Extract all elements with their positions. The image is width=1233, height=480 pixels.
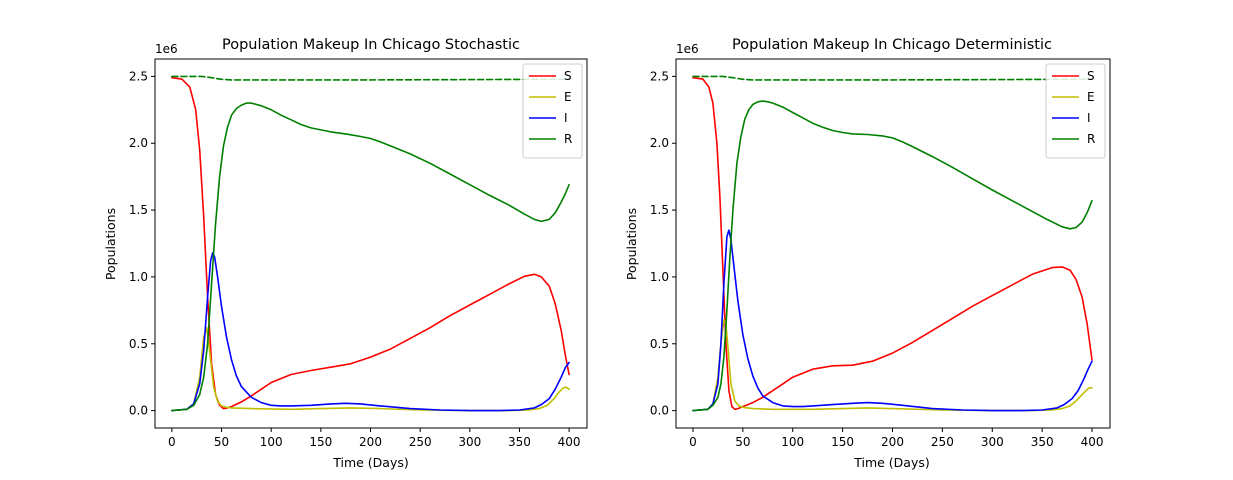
x-axis-label: Time (Days) bbox=[332, 455, 409, 470]
legend-label-s: S bbox=[1087, 69, 1095, 83]
x-tick-label: 300 bbox=[458, 435, 481, 449]
series-line-s bbox=[692, 76, 1093, 411]
series-line-total-dashed bbox=[171, 75, 570, 81]
chart-title: Population Makeup In Chicago Stochastic bbox=[222, 37, 520, 53]
y-tick-label: 0.0 bbox=[650, 404, 669, 418]
series-line-r bbox=[692, 100, 1093, 412]
legend-box bbox=[1045, 63, 1106, 159]
legend-label-r: R bbox=[1087, 132, 1095, 146]
x-tick-label: 400 bbox=[558, 435, 581, 449]
series-line-total-dashed bbox=[692, 75, 1093, 81]
deterministic-panel: Population Makeup In Chicago Determinist… bbox=[624, 37, 1111, 470]
x-tick-label: 50 bbox=[735, 435, 750, 449]
y-offset-text: 1e6 bbox=[155, 42, 178, 56]
y-tick-label: 1.5 bbox=[129, 203, 148, 217]
x-tick-label: 150 bbox=[831, 435, 854, 449]
series-line-r bbox=[171, 102, 570, 412]
series-line-i bbox=[171, 252, 570, 412]
x-tick-label: 350 bbox=[1031, 435, 1054, 449]
y-tick-label: 1.5 bbox=[650, 203, 669, 217]
series-group bbox=[171, 75, 570, 412]
legend-label-e: E bbox=[1087, 90, 1095, 104]
x-tick-label: 200 bbox=[881, 435, 904, 449]
legend-label-i: I bbox=[564, 111, 568, 125]
x-tick-label: 250 bbox=[931, 435, 954, 449]
series-line-e bbox=[692, 318, 1093, 412]
series-line-i bbox=[692, 229, 1093, 412]
y-tick-label: 0.5 bbox=[650, 337, 669, 351]
x-tick-label: 0 bbox=[168, 435, 176, 449]
x-tick-label: 0 bbox=[689, 435, 697, 449]
legend-label-r: R bbox=[564, 132, 572, 146]
y-tick-label: 2.5 bbox=[129, 69, 148, 83]
y-tick-label: 2.0 bbox=[129, 136, 148, 150]
plot-area: 0 50 100 150 200 250 300 350 400 0.0 0.5 1.0 1.5 2.0 2… bbox=[650, 58, 1111, 449]
y-axis-label: Populations bbox=[103, 208, 118, 280]
series-group bbox=[692, 75, 1093, 412]
legend-label-i: I bbox=[1087, 111, 1091, 125]
x-tick-label: 100 bbox=[260, 435, 283, 449]
x-tick-label: 250 bbox=[409, 435, 432, 449]
x-tick-label: 100 bbox=[781, 435, 804, 449]
chart-title: Population Makeup In Chicago Determinist… bbox=[732, 37, 1052, 53]
stochastic-panel: Population Makeup In Chicago Stochastic … bbox=[103, 37, 588, 470]
plot-area: 0 50 100 150 200 250 300 350 400 0.0 0.5 1.0 1.5 2.0 2… bbox=[129, 58, 588, 449]
x-tick-label: 300 bbox=[981, 435, 1004, 449]
legend-label-s: S bbox=[564, 69, 572, 83]
y-axis-label: Populations bbox=[624, 208, 639, 280]
y-offset-text: 1e6 bbox=[676, 42, 699, 56]
y-tick-label: 2.5 bbox=[650, 69, 669, 83]
x-tick-label: 350 bbox=[508, 435, 531, 449]
x-axis-label: Time (Days) bbox=[853, 455, 930, 470]
legend-label-e: E bbox=[564, 90, 572, 104]
y-tick-label: 2.0 bbox=[650, 136, 669, 150]
x-tick-label: 50 bbox=[214, 435, 229, 449]
legend-box bbox=[522, 63, 583, 159]
y-tick-label: 0.5 bbox=[129, 337, 148, 351]
x-tick-label: 150 bbox=[309, 435, 332, 449]
x-tick-label: 200 bbox=[359, 435, 382, 449]
y-tick-label: 0.0 bbox=[129, 404, 148, 418]
y-tick-label: 1.0 bbox=[129, 270, 148, 284]
x-tick-label: 400 bbox=[1081, 435, 1104, 449]
y-tick-label: 1.0 bbox=[650, 270, 669, 284]
